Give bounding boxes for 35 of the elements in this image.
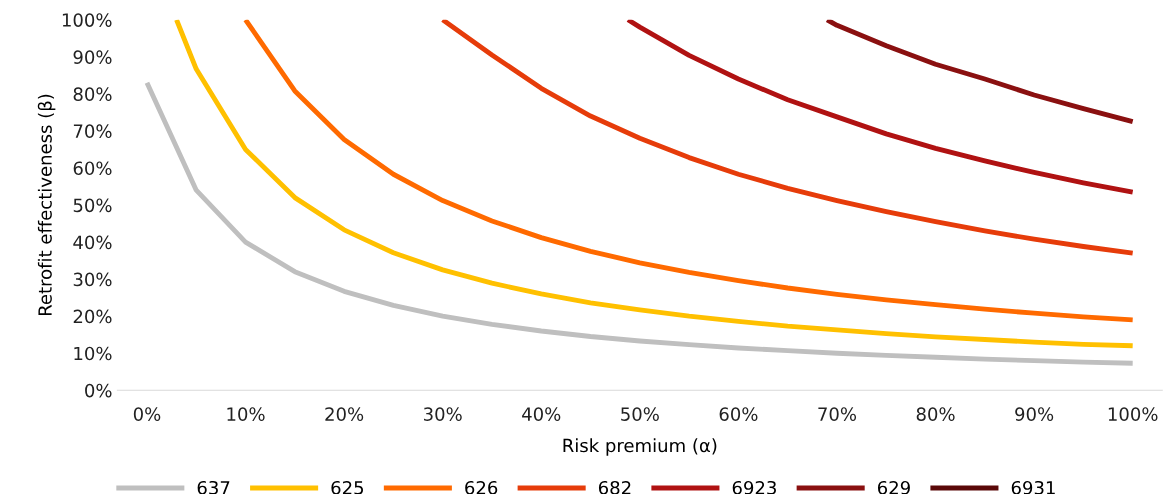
x-tick-label: 40% xyxy=(522,407,561,421)
legend-label: 682 xyxy=(598,480,631,494)
x-tick-label: 60% xyxy=(719,407,758,421)
legend-label: 629 xyxy=(877,480,910,494)
legend-label: 6923 xyxy=(732,480,776,494)
y-tick-label: 40% xyxy=(73,235,112,250)
y-tick-label: 90% xyxy=(73,50,112,64)
line-series xyxy=(824,19,1136,125)
y-tick-label: 70% xyxy=(73,124,112,139)
y-tick-label: 20% xyxy=(73,309,112,324)
legend-label: 637 xyxy=(197,480,230,494)
x-tick-label: 20% xyxy=(325,407,364,421)
line-series xyxy=(625,19,1136,195)
x-tick-label: 50% xyxy=(621,407,659,421)
y-tick-label: 0% xyxy=(85,383,112,398)
legend-label: 6931 xyxy=(1011,480,1055,494)
y-axis-title: Retrofit effectiveness (β) xyxy=(37,94,56,316)
y-tick-label: 60% xyxy=(73,161,112,176)
x-tick-label: 10% xyxy=(227,407,265,421)
y-tick-label: 10% xyxy=(74,346,112,361)
legend-label: 626 xyxy=(465,480,498,494)
x-tick-label: 30% xyxy=(424,407,462,421)
x-axis-title: Risk premium (α) xyxy=(563,438,717,456)
y-tick-label: 50% xyxy=(73,198,112,213)
line-series xyxy=(440,19,1136,256)
line-series xyxy=(144,80,1136,366)
x-tick-label: 100% xyxy=(1108,407,1158,421)
x-tick-label: 90% xyxy=(1015,407,1054,421)
legend-label: 625 xyxy=(331,480,364,494)
y-tick-label: 80% xyxy=(73,87,112,101)
x-tick-label: 80% xyxy=(916,407,955,421)
x-tick-label: 0% xyxy=(133,407,161,421)
x-tick-label: 70% xyxy=(818,407,857,421)
y-tick-label: 30% xyxy=(73,272,112,287)
y-tick-label: 100% xyxy=(62,13,112,27)
